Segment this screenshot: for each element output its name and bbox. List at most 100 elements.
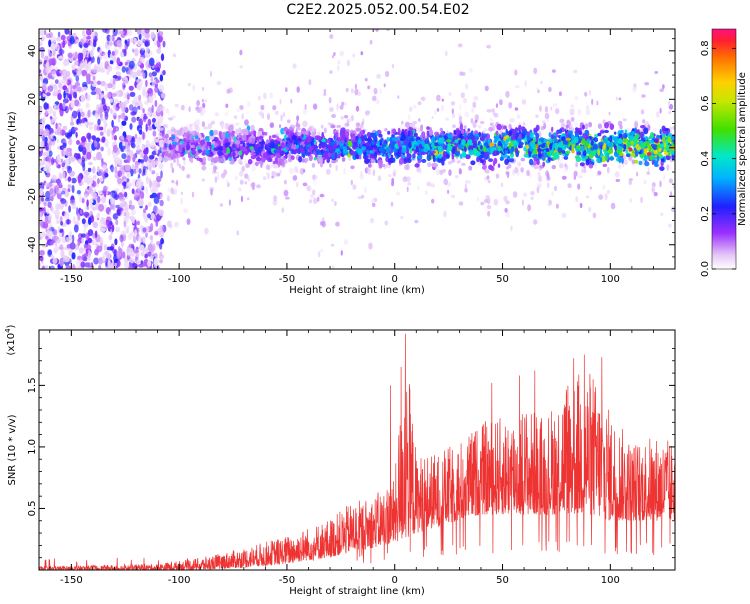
spectrogram-cell: [78, 112, 81, 120]
spectrogram-cell: [239, 65, 243, 68]
spectrogram-cell: [260, 105, 264, 110]
spectrogram-cell: [417, 186, 420, 190]
spectrogram-cell: [296, 182, 299, 187]
spectrogram-cell: [488, 180, 491, 183]
spectrogram-cell: [324, 89, 327, 94]
spectrogram-cell: [621, 157, 624, 163]
spectrogram-cell: [516, 114, 520, 119]
spectrogram-cell: [283, 112, 285, 117]
spectrogram-cell: [159, 127, 164, 131]
spectrogram-cell: [328, 146, 333, 150]
spectrogram-cell: [482, 165, 487, 169]
spectrogram-cell: [85, 232, 88, 240]
spectrogram-cell: [86, 94, 91, 102]
spectrogram-cell: [88, 262, 91, 268]
spectrogram-cell: [459, 133, 462, 138]
spectrogram-cell: [137, 41, 140, 46]
spectrogram-cell: [100, 177, 103, 182]
spectrogram-cell: [274, 150, 278, 153]
spectrogram-cell: [195, 135, 198, 139]
spectrogram-cell: [440, 137, 445, 144]
spectrogram-cell: [86, 133, 91, 140]
spectrogram-cell: [607, 149, 612, 153]
spectrogram-cell: [74, 224, 79, 232]
spectrogram-cell: [619, 134, 623, 137]
spectrogram-cell: [396, 192, 400, 196]
spectrogram-cell: [254, 146, 258, 150]
spectrogram-cell: [110, 108, 113, 114]
spectrogram-cell: [77, 159, 81, 163]
spectrogram-cell: [54, 229, 58, 235]
spectrogram-cell: [98, 169, 104, 176]
spectrogram-cell: [181, 192, 183, 195]
spectrogram-cell: [126, 135, 132, 140]
spectrogram-cell: [468, 133, 473, 138]
spectrogram-cell: [76, 259, 81, 265]
spectrogram-cell: [148, 88, 153, 97]
spectrogram-cell: [123, 77, 127, 81]
spectrogram-cell: [42, 152, 48, 157]
spectrogram-cell: [87, 110, 90, 117]
spectrogram-cell: [124, 221, 126, 227]
spectrogram-cell: [93, 258, 99, 265]
spectrogram-cell: [96, 245, 102, 252]
spectrogram-cell: [562, 176, 567, 180]
spectrogram-cell: [382, 150, 385, 153]
spectrogram-cell: [464, 188, 467, 193]
spectrogram-cell: [105, 83, 109, 92]
spectrogram-cell: [636, 130, 640, 134]
spectrogram-cell: [493, 110, 495, 115]
spectrogram-cell: [67, 244, 72, 249]
spectrogram-cell: [457, 160, 461, 163]
spectrogram-cell: [115, 219, 118, 225]
spectrogram-cell: [313, 198, 317, 204]
spectrogram-cell: [305, 158, 309, 162]
spectrogram-cell: [70, 122, 74, 126]
spectrogram-cell: [618, 156, 621, 163]
spectrogram-cell: [111, 164, 114, 172]
spectrogram-cell: [95, 231, 98, 238]
spectrogram-cell: [513, 191, 518, 198]
spectrogram-cell: [280, 152, 284, 156]
spectrogram-cell: [403, 176, 408, 182]
spectrogram-cell: [529, 159, 533, 165]
spectrogram-cell: [40, 161, 45, 165]
spectrogram-cell: [514, 167, 518, 174]
spectrogram-cell: [239, 105, 243, 110]
spectrogram-cell: [221, 132, 225, 139]
spectrogram-cell: [104, 139, 109, 147]
spectrogram-cell: [174, 222, 179, 228]
spectrogram-cell: [649, 140, 653, 144]
spectrogram-cell: [78, 175, 82, 183]
spectrogram-cell: [547, 173, 550, 179]
spectrogram-cell: [487, 205, 491, 209]
spectrogram-cell: [88, 217, 91, 225]
spectrogram-cell: [568, 138, 570, 141]
spectrogram-cell: [558, 158, 563, 164]
spectrogram-cell: [331, 125, 335, 129]
spectrogram-cell: [156, 48, 161, 54]
spectrogram-cell: [117, 209, 121, 216]
spectrogram-cell: [392, 169, 397, 173]
spectrogram-cell: [425, 190, 427, 195]
spectrogram-cell: [353, 54, 355, 58]
spectrogram-cell: [137, 236, 142, 243]
spectrogram-cell: [173, 128, 176, 132]
spectrogram-cell: [172, 135, 176, 140]
spectrogram-cell: [364, 158, 369, 164]
spectrogram-cell: [407, 187, 409, 192]
spectrogram-cell: [183, 208, 188, 213]
spectrogram-cell: [368, 164, 372, 168]
spectrogram-cell: [609, 157, 614, 161]
spectrogram-cell: [302, 158, 305, 162]
spectrogram-cell: [101, 196, 106, 203]
spectrogram-cell: [476, 136, 479, 141]
spectrogram-cell: [370, 154, 375, 159]
spectrogram-cell: [574, 176, 576, 180]
spectrogram-cell: [129, 205, 135, 210]
spectrogram-cell: [164, 143, 167, 148]
spectrogram-cell: [604, 122, 609, 128]
spectrogram-cell: [408, 130, 411, 136]
spectrogram-cell: [452, 124, 456, 128]
spectrogram-cell: [155, 67, 160, 72]
